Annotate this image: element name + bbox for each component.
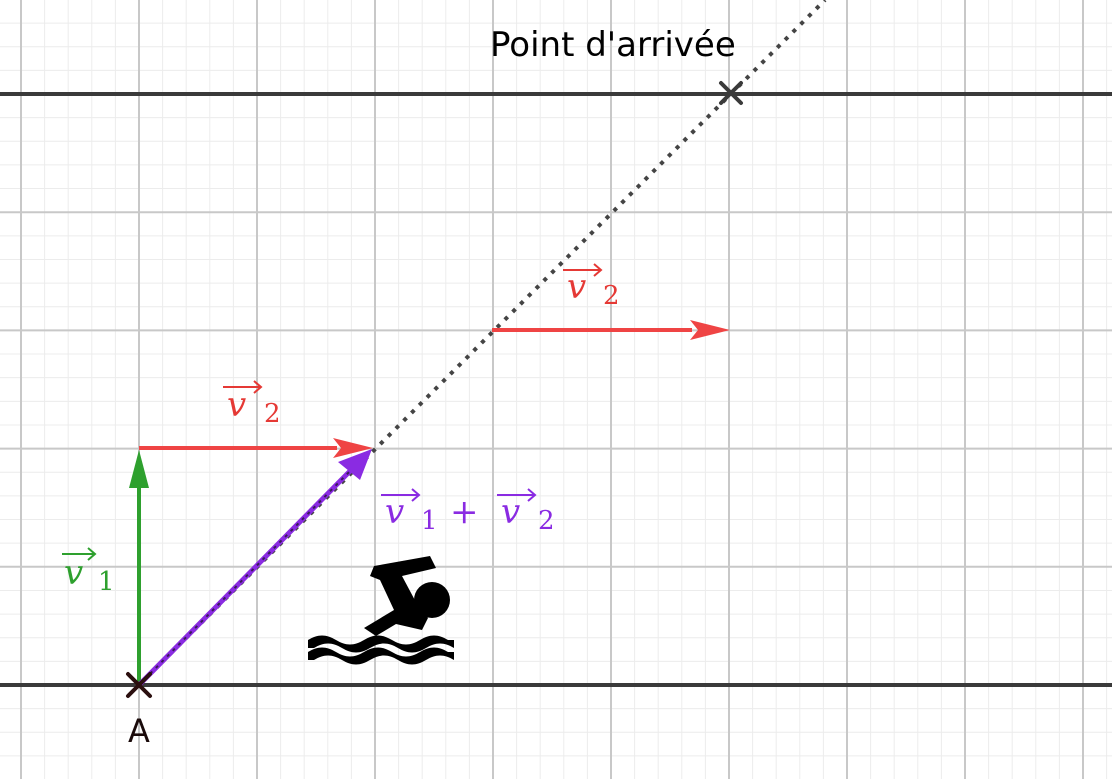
v2-upper-label: v 2 xyxy=(563,263,620,311)
sum-subscript-2: 2 xyxy=(538,506,555,536)
arrival-label: Point d'arrivée xyxy=(490,25,736,65)
sum-plus: + xyxy=(450,492,479,532)
v2-lower-subscript: 2 xyxy=(264,399,281,429)
v2-upper-subscript: 2 xyxy=(603,281,620,311)
v2-upper-arrow xyxy=(492,320,730,340)
v1-symbol: v xyxy=(64,553,83,593)
sum-symbol-2: v xyxy=(501,492,520,532)
sum-arrow xyxy=(137,449,372,687)
v1-subscript: 1 xyxy=(98,567,115,597)
trajectory-line xyxy=(137,0,827,687)
start-label: A xyxy=(128,712,150,750)
sum-label: v 1 + v 2 xyxy=(381,488,555,536)
swimmer-icon xyxy=(308,556,454,665)
start-marker xyxy=(126,672,152,698)
arrival-marker xyxy=(719,81,743,105)
sum-subscript-1: 1 xyxy=(421,506,438,536)
sum-symbol-1: v xyxy=(385,492,404,532)
v2-lower-label: v 2 xyxy=(223,380,281,429)
v1-label: v 1 xyxy=(62,547,115,597)
v2-lower-arrow xyxy=(139,438,373,458)
v2-lower-symbol: v xyxy=(227,385,246,425)
v1-arrow xyxy=(129,450,149,685)
v2-upper-symbol: v xyxy=(567,267,586,307)
